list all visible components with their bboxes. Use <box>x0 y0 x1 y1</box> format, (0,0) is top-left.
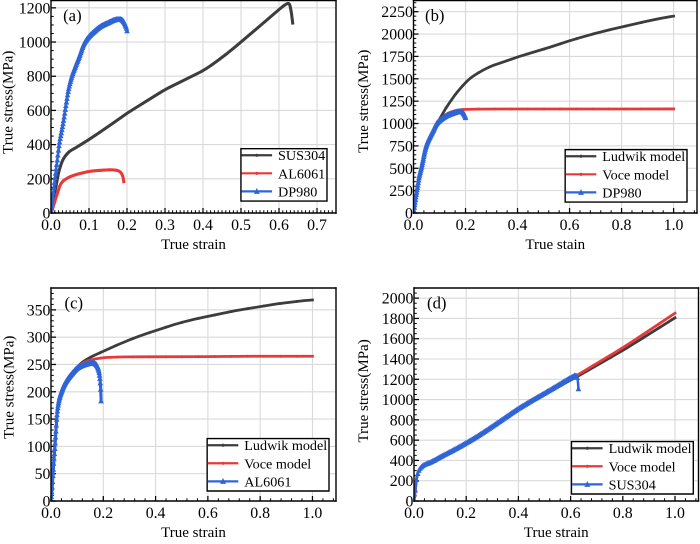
svg-text:600: 600 <box>390 433 414 450</box>
svg-text:Ludwik model: Ludwik model <box>609 441 692 457</box>
svg-text:0.8: 0.8 <box>613 505 633 522</box>
svg-text:1000: 1000 <box>19 35 51 52</box>
svg-text:350: 350 <box>27 302 51 319</box>
svg-text:800: 800 <box>27 69 51 86</box>
svg-text:True strain: True strain <box>161 525 226 541</box>
svg-text:0.8: 0.8 <box>612 217 632 234</box>
svg-text:500: 500 <box>389 161 413 178</box>
svg-text:0.4: 0.4 <box>509 505 529 522</box>
svg-text:0.5: 0.5 <box>231 217 251 234</box>
svg-text:True stress(MPa): True stress(MPa) <box>356 50 372 153</box>
svg-text:0: 0 <box>406 493 414 510</box>
svg-text:(d): (d) <box>427 294 446 313</box>
svg-text:1750: 1750 <box>381 49 413 66</box>
svg-text:AL6061: AL6061 <box>244 474 291 490</box>
svg-text:2000: 2000 <box>381 27 413 44</box>
svg-text:300: 300 <box>27 330 51 347</box>
svg-text:1000: 1000 <box>381 116 413 133</box>
svg-text:750: 750 <box>389 138 413 155</box>
svg-text:True strain: True strain <box>524 525 589 541</box>
svg-text:Voce model: Voce model <box>609 459 676 475</box>
svg-text:250: 250 <box>389 183 413 200</box>
svg-text:True stain: True stain <box>525 237 585 253</box>
svg-text:150: 150 <box>27 412 51 429</box>
svg-text:100: 100 <box>27 439 51 456</box>
svg-text:0.6: 0.6 <box>269 217 289 234</box>
svg-text:1000: 1000 <box>382 392 414 409</box>
svg-text:200: 200 <box>390 473 414 490</box>
svg-text:0.4: 0.4 <box>193 217 213 234</box>
svg-text:1200: 1200 <box>382 372 414 389</box>
svg-text:2250: 2250 <box>381 4 413 21</box>
svg-text:0.0: 0.0 <box>404 505 424 522</box>
svg-text:0: 0 <box>43 205 51 222</box>
svg-text:AL6061: AL6061 <box>278 166 325 182</box>
svg-text:(a): (a) <box>63 6 82 25</box>
svg-text:1200: 1200 <box>19 0 51 17</box>
svg-text:0.0: 0.0 <box>404 217 424 234</box>
svg-text:True stress(MPa): True stress(MPa) <box>0 51 16 154</box>
svg-text:0.2: 0.2 <box>93 505 113 522</box>
svg-text:SUS304: SUS304 <box>278 148 325 164</box>
svg-text:0.0: 0.0 <box>41 217 61 234</box>
svg-text:50: 50 <box>35 466 51 483</box>
svg-text:600: 600 <box>27 103 51 120</box>
svg-text:200: 200 <box>27 171 51 188</box>
svg-text:0.2: 0.2 <box>456 505 476 522</box>
svg-text:1.0: 1.0 <box>664 217 684 234</box>
svg-text:0.4: 0.4 <box>146 505 166 522</box>
svg-text:True stress(MPa): True stress(MPa) <box>2 336 18 439</box>
svg-text:Ludwik model: Ludwik model <box>602 149 685 165</box>
svg-text:Voce model: Voce model <box>244 456 311 472</box>
svg-text:Voce model: Voce model <box>602 167 669 183</box>
svg-text:0.6: 0.6 <box>560 217 580 234</box>
svg-text:(c): (c) <box>65 294 84 313</box>
svg-text:DP980: DP980 <box>602 185 641 201</box>
svg-text:1400: 1400 <box>382 351 414 368</box>
svg-text:0.2: 0.2 <box>456 217 476 234</box>
svg-text:SUS304: SUS304 <box>609 477 656 493</box>
svg-text:1600: 1600 <box>382 331 414 348</box>
svg-text:1800: 1800 <box>382 311 414 328</box>
svg-text:0: 0 <box>405 205 413 222</box>
svg-text:DP980: DP980 <box>278 184 317 200</box>
svg-text:0.4: 0.4 <box>508 217 528 234</box>
svg-text:400: 400 <box>27 137 51 154</box>
svg-text:0: 0 <box>43 493 51 510</box>
svg-text:0.6: 0.6 <box>198 505 218 522</box>
svg-text:True strain: True strain <box>161 237 226 253</box>
svg-text:0.8: 0.8 <box>250 505 270 522</box>
svg-text:(b): (b) <box>425 6 444 25</box>
svg-text:400: 400 <box>390 453 414 470</box>
svg-text:200: 200 <box>27 384 51 401</box>
svg-text:800: 800 <box>390 412 414 429</box>
svg-text:Ludwik model: Ludwik model <box>244 438 327 454</box>
svg-text:0.7: 0.7 <box>307 217 327 234</box>
svg-text:0.1: 0.1 <box>79 217 99 234</box>
svg-text:0.6: 0.6 <box>561 505 581 522</box>
svg-text:250: 250 <box>27 357 51 374</box>
svg-text:1250: 1250 <box>381 94 413 111</box>
svg-text:0.3: 0.3 <box>155 217 175 234</box>
svg-text:0.0: 0.0 <box>41 505 61 522</box>
svg-text:1500: 1500 <box>381 71 413 88</box>
svg-text:2000: 2000 <box>382 291 414 308</box>
svg-text:1.0: 1.0 <box>665 505 685 522</box>
svg-text:0.2: 0.2 <box>117 217 137 234</box>
svg-text:1.0: 1.0 <box>303 505 323 522</box>
svg-text:True stress(MPa): True stress(MPa) <box>356 339 372 442</box>
